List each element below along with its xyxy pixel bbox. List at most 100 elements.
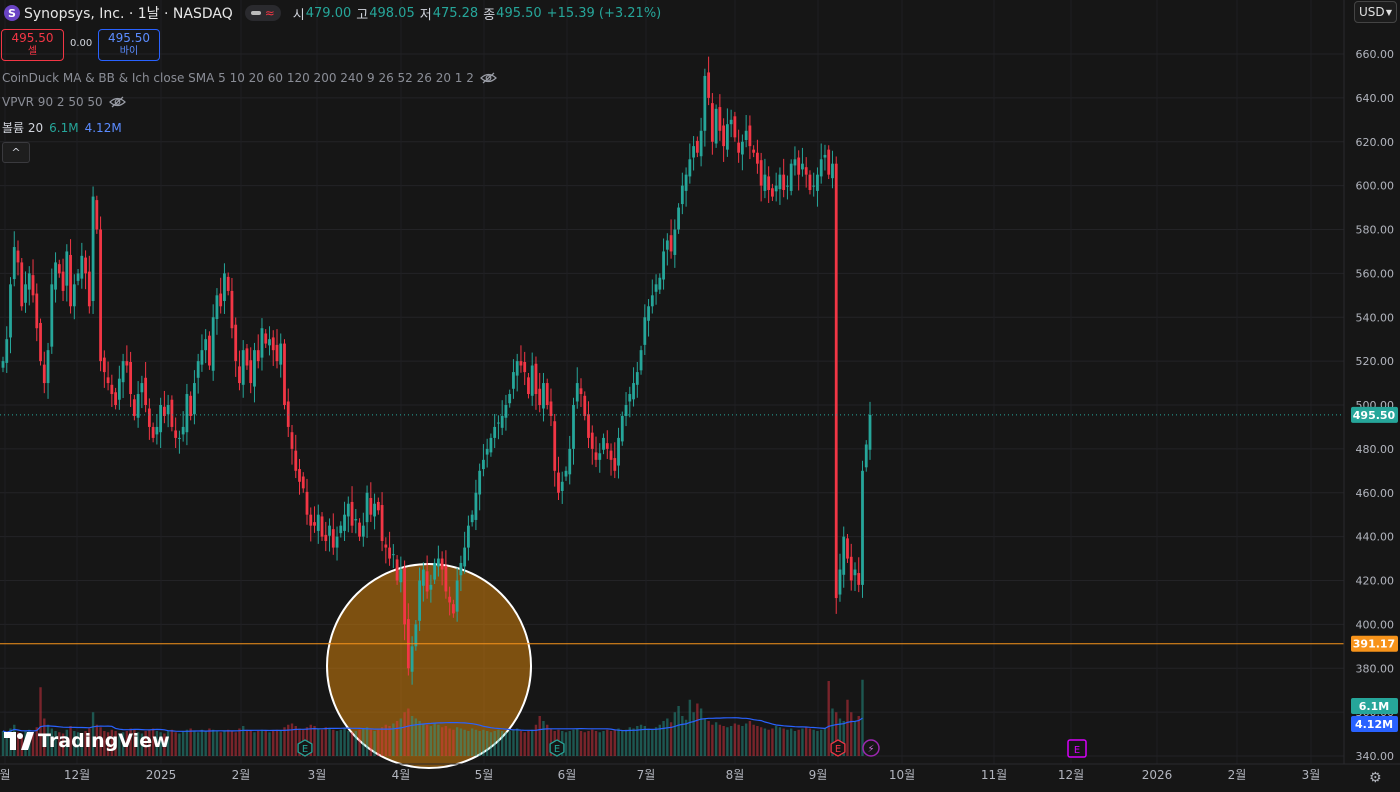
candle-body <box>853 569 857 576</box>
candle-body <box>804 167 808 175</box>
volume-bar <box>410 716 414 756</box>
candle-body <box>470 514 474 523</box>
candle-body <box>756 152 759 164</box>
candle-body <box>572 405 575 449</box>
volume-bar <box>91 712 95 756</box>
volume-bar <box>681 716 684 756</box>
time-axis: 월 12월 2025 2월 3월 4월 5월 6월 7월 8월 9월 10월 11월 12월 2026 2월 3… <box>0 763 1400 782</box>
symbol-logo-icon[interactable]: S <box>4 5 20 21</box>
candle-body <box>542 383 545 409</box>
indicator-coinduck[interactable]: CoinDuck MA & BB & Ich close SMA 5 10 20… <box>2 71 497 85</box>
volume-bar <box>688 699 692 756</box>
volume-bar <box>362 728 365 756</box>
candle-body <box>602 437 605 450</box>
candle-body <box>849 556 853 581</box>
volume-bar <box>707 721 710 756</box>
candle-body <box>185 394 189 433</box>
currency-select[interactable]: USD ▼ <box>1354 1 1397 23</box>
ohlc-high: 498.05 <box>369 5 415 21</box>
candle-body <box>373 503 376 517</box>
tradingview-logo: TradingView <box>4 730 170 752</box>
volume-bar <box>782 728 785 756</box>
volume-bar <box>148 729 151 756</box>
volume-bar <box>294 726 297 756</box>
candle-body <box>632 383 635 400</box>
symbol-title[interactable]: Synopsys, Inc. · 1날 · NASDAQ <box>24 6 233 22</box>
volume-bar <box>786 729 789 756</box>
volume-bar <box>88 728 91 756</box>
volume-bar <box>103 731 106 756</box>
indicator-vpvr[interactable]: VPVR 90 2 50 50 <box>2 95 126 109</box>
eye-hidden-icon[interactable] <box>479 72 497 84</box>
volume-bar <box>594 731 598 756</box>
volume-bar <box>140 733 144 756</box>
candle-body <box>617 437 620 466</box>
candle-body <box>819 159 823 177</box>
volume-bar <box>579 731 583 756</box>
candle-body <box>827 149 831 175</box>
collapse-legend-button[interactable]: ^ <box>2 142 30 163</box>
price-tick-label: 400.00 <box>1356 618 1395 631</box>
candle-body <box>65 251 69 286</box>
candle-body <box>778 174 782 190</box>
volume-bar <box>129 728 132 756</box>
candle-body <box>590 432 594 449</box>
candle-body <box>1 361 5 368</box>
volume-bar <box>106 732 110 756</box>
volume-bar <box>395 721 399 756</box>
price-tick-label: 580.00 <box>1356 224 1395 237</box>
chevron-down-icon: ▼ <box>1385 7 1392 17</box>
candle-body <box>489 437 493 453</box>
highlight-circle <box>326 563 532 769</box>
volume-bar <box>478 731 481 756</box>
candle-body <box>234 324 238 362</box>
volume-bar <box>444 726 448 756</box>
buy-label: 바이 <box>119 46 139 57</box>
candle-body <box>110 384 114 395</box>
ohlc-close-key: 종 <box>483 7 496 23</box>
volume-bar <box>298 728 301 756</box>
candle-body <box>144 377 148 405</box>
candle-body <box>24 284 27 303</box>
candle-body <box>763 174 767 191</box>
volume-bar <box>429 726 433 756</box>
eye-hidden-icon[interactable] <box>108 96 126 108</box>
candle-body <box>328 525 331 536</box>
volume-bar <box>741 726 744 756</box>
price-tick-label: 420.00 <box>1356 575 1395 588</box>
candle-body <box>673 229 677 255</box>
volume-bar <box>121 732 125 756</box>
candle-body <box>684 174 688 191</box>
buy-button[interactable]: 495.50 바이 <box>98 29 160 61</box>
volume-bar <box>857 716 860 756</box>
volume-bar <box>309 724 312 756</box>
volume-bar <box>425 724 429 756</box>
volume-label: 볼륨 20 <box>2 121 44 135</box>
volume-bar <box>343 728 346 756</box>
sell-button[interactable]: 495.50 셀 <box>1 29 64 61</box>
candle-body <box>527 377 530 395</box>
candle-body <box>20 262 24 307</box>
event-markers: E E E ⚡ E <box>297 739 1087 758</box>
volume-bar <box>433 723 436 756</box>
candle-body <box>718 107 722 131</box>
volume-bar <box>759 727 763 756</box>
candle-body <box>271 337 275 351</box>
settings-gear-icon[interactable]: ⚙ <box>1369 770 1382 786</box>
highlight-zone <box>326 563 532 769</box>
volume-bar <box>726 727 729 756</box>
price-tick-label: 640.00 <box>1356 92 1395 105</box>
upcoming-earnings-marker <box>1067 739 1087 758</box>
market-status-icon[interactable]: ≈ <box>244 5 281 21</box>
volume-bar <box>778 727 782 756</box>
volume-bar <box>452 729 455 756</box>
candle-body <box>643 317 647 345</box>
volume-bar <box>350 732 354 756</box>
volume-bar <box>377 729 380 756</box>
volume-bar <box>347 731 350 756</box>
price-axis: 660.00 640.00 620.00 600.00 580.00 560.00 540.… <box>1343 0 1398 764</box>
tradingview-mark-icon <box>4 732 34 750</box>
indicator-volume[interactable]: 볼륨 20 6.1M 4.12M <box>2 119 122 136</box>
volume-bar <box>20 734 23 756</box>
